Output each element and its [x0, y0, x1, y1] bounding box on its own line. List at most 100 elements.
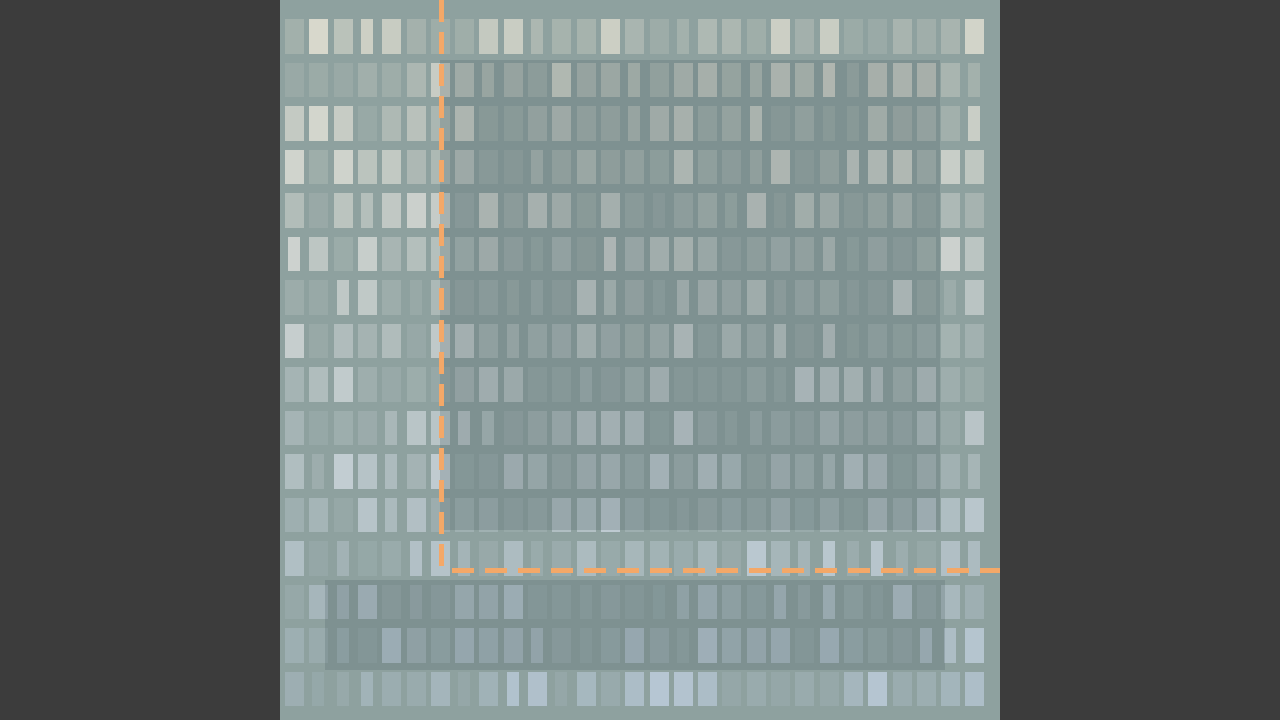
grid-rectangle — [916, 106, 936, 141]
grid-rectangle — [676, 628, 689, 663]
grid-rectangle — [455, 497, 475, 532]
grid-rectangle — [868, 410, 888, 445]
grid-rectangle — [552, 584, 572, 619]
grid-rectangle — [868, 323, 888, 358]
grid-rectangle — [673, 62, 693, 97]
grid-rectangle — [822, 106, 835, 141]
grid-rectangle — [552, 236, 572, 271]
grid-rectangle — [944, 628, 957, 663]
grid-rectangle — [285, 149, 304, 184]
grid-rectangle — [576, 106, 596, 141]
grid-rectangle — [795, 149, 815, 184]
grid-rectangle — [382, 628, 402, 663]
grid-rectangle — [552, 541, 572, 576]
grid-rectangle — [482, 410, 495, 445]
grid-rectangle — [312, 454, 325, 489]
grid-rectangle — [479, 149, 499, 184]
grid-rectangle — [552, 280, 572, 315]
grid-rectangle — [506, 323, 519, 358]
grid-rectangle — [649, 410, 669, 445]
grid-rectangle — [822, 454, 835, 489]
grid-rectangle — [455, 106, 475, 141]
grid-rectangle — [285, 106, 304, 141]
grid-rectangle — [309, 367, 329, 402]
grid-rectangle — [600, 106, 620, 141]
grid-rectangle — [552, 323, 572, 358]
grid-rectangle — [579, 584, 592, 619]
grid-rectangle — [576, 497, 596, 532]
grid-rectangle — [846, 323, 859, 358]
shaded-region — [440, 60, 940, 530]
grid-rectangle — [941, 323, 961, 358]
grid-rectangle — [698, 454, 718, 489]
grid-rectangle — [795, 236, 815, 271]
grid-rectangle — [795, 454, 815, 489]
grid-rectangle — [506, 671, 519, 706]
grid-rectangle — [479, 236, 499, 271]
grid-rectangle — [336, 280, 349, 315]
grid-rectangle — [625, 280, 645, 315]
grid-rectangle — [916, 584, 936, 619]
grid-rectangle — [749, 149, 762, 184]
grid-rectangle — [333, 454, 353, 489]
grid-rectangle — [503, 19, 523, 54]
grid-rectangle — [503, 584, 523, 619]
grid-rectangle — [455, 628, 475, 663]
grid-rectangle — [603, 236, 616, 271]
grid-rectangle — [871, 541, 884, 576]
grid-rectangle — [531, 236, 543, 271]
grid-rectangle — [576, 62, 596, 97]
grid-rectangle — [333, 193, 353, 228]
grid-rectangle — [625, 367, 645, 402]
grid-rectangle — [916, 541, 936, 576]
grid-rectangle — [552, 62, 572, 97]
grid-rectangle — [843, 584, 863, 619]
grid-rectangle — [409, 584, 422, 619]
grid-rectangle — [892, 193, 912, 228]
grid-rectangle — [795, 19, 815, 54]
grid-rectangle — [771, 454, 790, 489]
grid-rectangle — [531, 541, 543, 576]
grid-rectangle — [771, 106, 790, 141]
grid-rectangle — [673, 541, 693, 576]
grid-rectangle — [846, 62, 859, 97]
grid-rectangle — [603, 280, 616, 315]
grid-rectangle — [941, 671, 961, 706]
grid-rectangle — [698, 410, 718, 445]
grid-rectangle — [722, 62, 742, 97]
grid-rectangle — [822, 236, 835, 271]
grid-rectangle — [968, 454, 981, 489]
grid-rectangle — [576, 323, 596, 358]
grid-rectangle — [309, 236, 329, 271]
grid-rectangle — [941, 541, 961, 576]
grid-rectangle — [285, 628, 304, 663]
grid-rectangle — [941, 497, 961, 532]
grid-rectangle — [600, 193, 620, 228]
grid-rectangle — [333, 367, 353, 402]
grid-rectangle — [479, 497, 499, 532]
grid-rectangle — [649, 62, 669, 97]
grid-rectangle — [382, 671, 402, 706]
grid-rectangle — [965, 19, 985, 54]
grid-rectangle — [382, 193, 402, 228]
grid-rectangle — [455, 62, 475, 97]
grid-rectangle — [285, 62, 304, 97]
grid-rectangle — [479, 19, 499, 54]
grid-rectangle — [382, 280, 402, 315]
grid-rectangle — [676, 19, 689, 54]
grid-rectangle — [944, 280, 957, 315]
grid-rectangle — [625, 541, 645, 576]
grid-rectangle — [916, 236, 936, 271]
grid-rectangle — [503, 628, 523, 663]
grid-rectangle — [333, 149, 353, 184]
grid-rectangle — [819, 497, 839, 532]
grid-rectangle — [649, 671, 669, 706]
grid-rectangle — [406, 454, 426, 489]
grid-rectangle — [552, 193, 572, 228]
grid-rectangle — [552, 454, 572, 489]
grid-rectangle — [698, 628, 718, 663]
grid-rectangle — [868, 106, 888, 141]
grid-rectangle — [531, 280, 543, 315]
grid-rectangle — [722, 671, 742, 706]
grid-rectangle — [698, 106, 718, 141]
